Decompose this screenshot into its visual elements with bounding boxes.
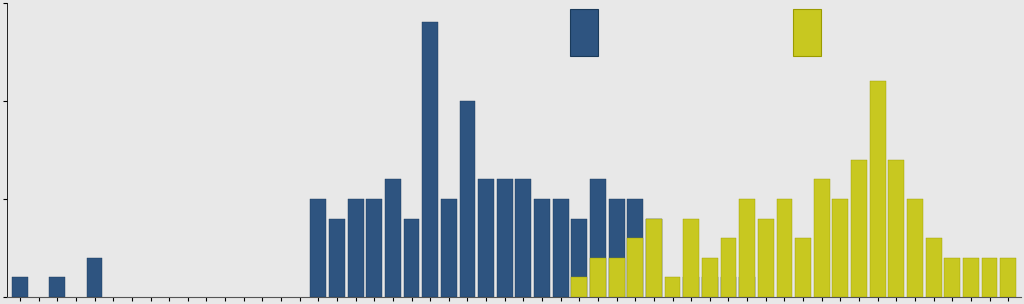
Bar xyxy=(776,199,793,297)
Bar xyxy=(963,258,979,297)
Bar xyxy=(869,81,886,297)
Bar xyxy=(553,199,568,297)
Bar xyxy=(758,219,774,297)
Bar xyxy=(628,238,643,297)
Bar xyxy=(889,160,904,297)
Bar xyxy=(385,179,400,297)
Bar xyxy=(441,199,457,297)
Bar xyxy=(571,278,588,297)
Bar xyxy=(515,179,531,297)
Bar xyxy=(628,199,643,297)
Bar xyxy=(665,278,681,297)
Bar xyxy=(329,219,345,297)
Bar xyxy=(310,199,327,297)
Bar xyxy=(833,199,848,297)
Bar xyxy=(739,199,755,297)
Bar xyxy=(982,258,997,297)
Bar xyxy=(590,179,606,297)
Bar xyxy=(851,160,867,297)
Bar xyxy=(683,219,699,297)
Bar xyxy=(646,219,662,297)
Bar xyxy=(739,278,755,297)
Bar xyxy=(796,238,811,297)
Bar xyxy=(12,278,28,297)
Bar xyxy=(608,199,625,297)
Bar xyxy=(478,179,494,297)
Bar xyxy=(608,258,625,297)
Bar xyxy=(701,278,718,297)
Bar xyxy=(646,219,662,297)
Bar xyxy=(721,238,736,297)
Bar xyxy=(814,179,829,297)
Bar xyxy=(570,9,598,56)
Bar xyxy=(944,258,961,297)
Bar xyxy=(721,278,736,297)
Bar xyxy=(460,101,475,297)
Bar xyxy=(403,219,420,297)
Bar xyxy=(793,9,821,56)
Bar xyxy=(683,278,699,297)
Bar xyxy=(87,258,102,297)
Bar xyxy=(1000,258,1016,297)
Bar xyxy=(422,22,438,297)
Bar xyxy=(701,258,718,297)
Bar xyxy=(571,219,588,297)
Bar xyxy=(367,199,382,297)
Bar xyxy=(926,238,941,297)
Bar xyxy=(907,199,923,297)
Bar xyxy=(49,278,66,297)
Bar xyxy=(348,199,364,297)
Bar xyxy=(590,258,606,297)
Bar xyxy=(497,179,513,297)
Bar xyxy=(535,199,550,297)
